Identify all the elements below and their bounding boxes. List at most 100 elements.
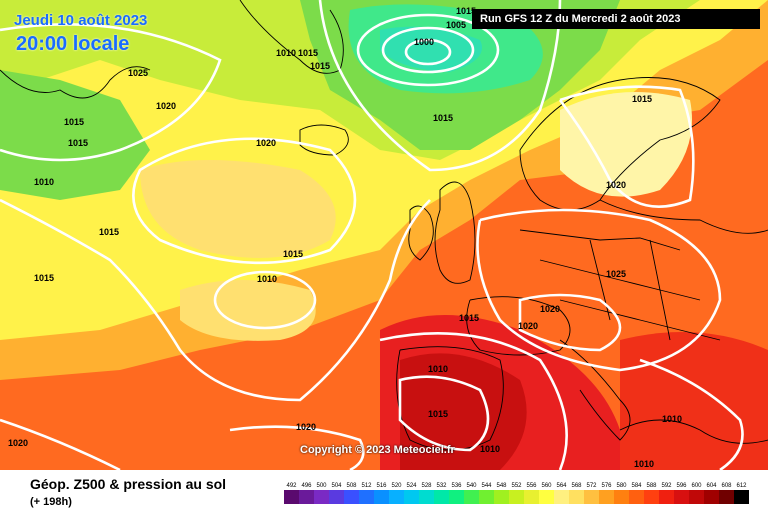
scale-tick-label: 612 (736, 483, 747, 489)
field-green-west (0, 70, 150, 200)
isobar-label: 1015 (456, 6, 476, 16)
scale-swatch (329, 490, 344, 504)
isobar-1010-iberia (398, 375, 490, 452)
scale-tick-label: 520 (391, 483, 402, 489)
isobar-1010 (213, 270, 317, 330)
scale-swatch (419, 490, 434, 504)
isobar-label: 1015 (64, 117, 84, 127)
isobar-label: 1015 (310, 61, 330, 71)
isobar-label: 1015 (428, 409, 448, 419)
isobar-label: 1025 (606, 269, 626, 279)
isobar-label: 1020 (518, 321, 538, 331)
coast-britain (434, 181, 476, 284)
isobar-label: 1010 (34, 177, 54, 187)
coast-scandinavia (519, 77, 721, 211)
scale-swatch (659, 490, 674, 504)
scale-swatch (314, 490, 329, 504)
isobar-label: 1015 (459, 313, 479, 323)
scale-tick-label: 500 (316, 483, 327, 489)
coast-balkans (619, 419, 768, 444)
field-lowcore (380, 26, 482, 73)
scale-tick-label: 588 (646, 483, 657, 489)
scale-swatch (719, 490, 734, 504)
model-run-label: Run GFS 12 Z du Mercredi 2 août 2023 (472, 9, 760, 29)
border-line-3 (559, 299, 721, 341)
scale-swatch (584, 490, 599, 504)
color-scale: 492 496 500 504 508 512 516 520 524 528 532 536 540 5… (284, 483, 749, 504)
isobar-label: 1015 (632, 94, 652, 104)
isobar-label: 1020 (540, 304, 560, 314)
isobar-label: 1020 (606, 180, 626, 190)
scale-tick-label: 536 (451, 483, 462, 489)
isobar-label: 1015 (99, 227, 119, 237)
isobar-1015-sw (0, 198, 431, 402)
scale-swatch (449, 490, 464, 504)
isobar-label: 1015 (433, 113, 453, 123)
scale-swatch (689, 490, 704, 504)
isobar-1015-north (318, 0, 562, 172)
isobar-ring-3 (404, 38, 452, 66)
scale-tick-label: 568 (571, 483, 582, 489)
scale-tick-label: 532 (436, 483, 447, 489)
scale-swatch (404, 490, 419, 504)
coast-iceland (299, 124, 349, 156)
scale-tick-label: 556 (526, 483, 537, 489)
isobar-ring-2 (381, 26, 475, 74)
scale-tick-label: 540 (466, 483, 477, 489)
isobar-labels: 1015 1005 1010 1000 1015 1015 1025 1020 … (8, 6, 682, 469)
isobar-label: 1020 (8, 438, 28, 448)
scale-tick-label: 512 (361, 483, 372, 489)
scale-swatch (479, 490, 494, 504)
map-canvas: 1015 1005 1010 1000 1015 1015 1025 1020 … (0, 0, 768, 470)
isobar-1010-east (639, 358, 744, 470)
scale-swatch (374, 490, 389, 504)
coast-greenland-west (0, 66, 151, 99)
coast-ireland (408, 205, 434, 261)
scale-tick-label: 496 (301, 483, 312, 489)
scale-tick-label: 516 (376, 483, 387, 489)
scale-swatch (389, 490, 404, 504)
scale-swatch (524, 490, 539, 504)
scale-swatch (644, 490, 659, 504)
scale-tick-label: 560 (541, 483, 552, 489)
scale-tick-label: 524 (406, 483, 417, 489)
isobar-1020-sw (0, 418, 121, 470)
isobar-1020-s (229, 425, 365, 470)
scale-swatch (434, 490, 449, 504)
scale-swatch (344, 490, 359, 504)
field-red-east (620, 332, 768, 470)
isobar-1015-south (379, 332, 568, 470)
scale-tick-label: 576 (601, 483, 612, 489)
scale-tick-label: 592 (661, 483, 672, 489)
border-line-5 (649, 239, 671, 341)
coast-baltic (599, 199, 768, 234)
scale-swatch (569, 490, 584, 504)
isobar-label: 1015 (34, 273, 54, 283)
scale-tick-label: 580 (616, 483, 627, 489)
scale-tick-label: 504 (331, 483, 342, 489)
field-high-cell-2 (180, 280, 316, 341)
isobar-label: 1010 (480, 444, 500, 454)
scale-swatch (494, 490, 509, 504)
isobar-1020-alps (518, 293, 622, 352)
isobar-label: 1010 (634, 459, 654, 469)
forecast-date: Jeudi 10 août 2023 (14, 12, 148, 29)
scale-tick-label: 604 (706, 483, 717, 489)
scale-swatch (629, 490, 644, 504)
scale-swatch (599, 490, 614, 504)
scale-tick-label: 600 (691, 483, 702, 489)
isobar-label: 1010 (428, 364, 448, 374)
scale-tick-label: 548 (496, 483, 507, 489)
isobar-1015-scand (558, 85, 695, 208)
legend-subtitle: (+ 198h) (30, 496, 72, 508)
scale-tick-label: 608 (721, 483, 732, 489)
scale-swatch (614, 490, 629, 504)
isobar-label: 1025 (128, 68, 148, 78)
isobar-1020-west (0, 23, 222, 162)
isobar-label: 1015 (283, 249, 303, 259)
isobar-label: 1015 (298, 48, 318, 58)
isobar-label: 1010 (257, 274, 277, 284)
isobar-ring-1 (356, 13, 500, 87)
isobar-label: 1005 (446, 20, 466, 30)
scale-tick-label: 552 (511, 483, 522, 489)
